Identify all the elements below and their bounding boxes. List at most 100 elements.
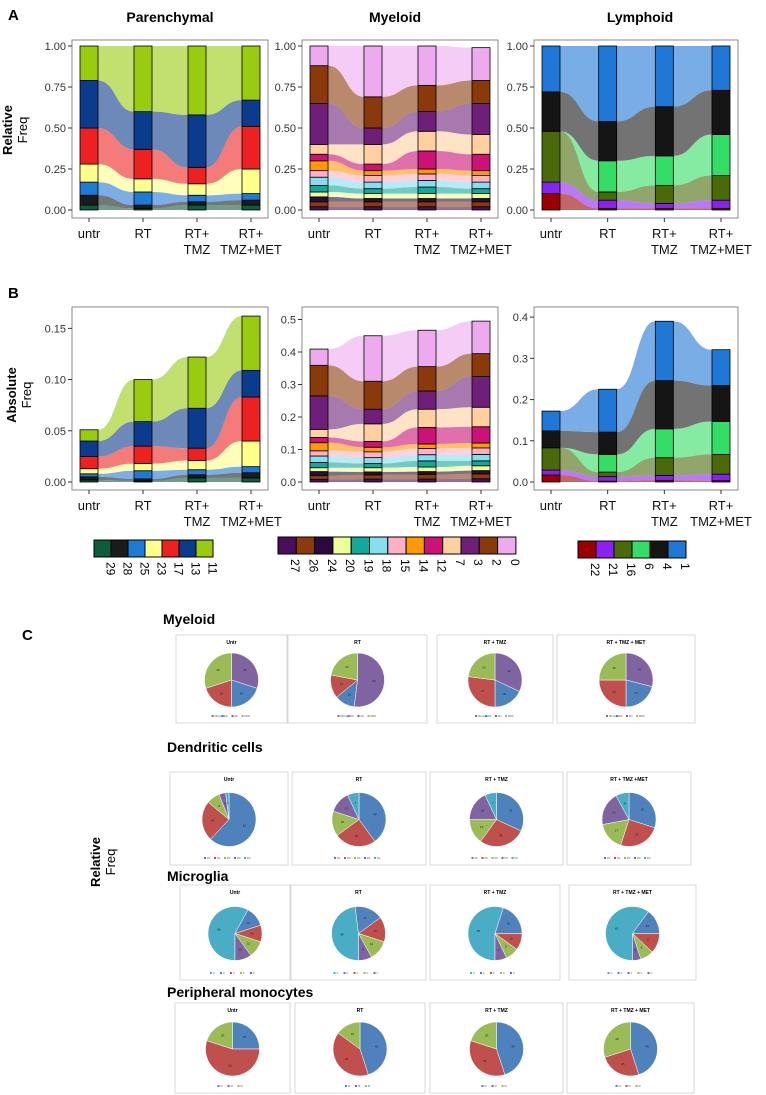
- legend-swatch-1: [667, 540, 687, 559]
- legend-label-wrap: 26: [306, 559, 320, 573]
- pie-legend-dot: [485, 715, 487, 717]
- pie-legend-dot: [604, 857, 606, 859]
- pie-slice-label: 13: [345, 806, 349, 810]
- pie-slice-label: 14: [340, 682, 344, 686]
- bar-segment-cluster-23: [187, 183, 207, 196]
- pie-legend-dot: [211, 715, 214, 717]
- bar-segment-cluster-11: [187, 45, 207, 116]
- legend-label-28: 28: [121, 562, 135, 576]
- bar-segment-cluster-13: [187, 114, 207, 168]
- y-tick-label: 0.4: [513, 312, 528, 324]
- area-band-cluster-14: [310, 442, 490, 452]
- bar-segment-cluster-29: [79, 204, 99, 211]
- legend-label-wrap: 25: [138, 562, 152, 576]
- bar-segment-cluster-27: [363, 478, 383, 483]
- pie-legend-dot: [480, 972, 482, 974]
- bar-segment-cluster-16: [598, 471, 618, 478]
- pie-legend-label: MDC: [639, 715, 645, 718]
- ylabel-absolute-bold: Absolute: [4, 367, 19, 423]
- area-band-cluster-3: [310, 103, 490, 145]
- bar-segment-cluster-19: [471, 460, 491, 467]
- legend-label-3: 3: [471, 559, 485, 566]
- bar-segment-cluster-1: [654, 320, 674, 381]
- pie-slice-label: 15: [351, 1032, 355, 1036]
- bar-segment-cluster-24: [417, 471, 437, 475]
- bar-segment-cluster-23: [187, 460, 207, 471]
- pie-title: Untr: [227, 1008, 237, 1014]
- bar-segment-cluster-14: [471, 170, 491, 176]
- pie-legend-dot: [644, 857, 646, 859]
- pie-legend-dot: [240, 972, 242, 974]
- pie-legend-dot: [357, 715, 360, 717]
- x-tick-label: RT+: [652, 498, 677, 513]
- pie-legend-label: DC: [367, 857, 371, 860]
- bar-segment-cluster-20: [309, 467, 329, 473]
- legend-label-wrap: 7: [453, 559, 467, 566]
- pie-slice-label: 7: [355, 801, 357, 805]
- area-band-cluster-27: [310, 478, 490, 482]
- pie-legend-label: DC: [475, 857, 479, 860]
- area-band-cluster-18: [310, 454, 490, 464]
- legend-swatch-15: [387, 536, 407, 555]
- x-tick-label: RT: [134, 226, 151, 241]
- pie-legend-label: M: [231, 1085, 233, 1088]
- pie-slice-label: 8: [641, 946, 643, 950]
- legend-label-17: 17: [172, 562, 186, 576]
- pie-legend-dot: [217, 1085, 220, 1087]
- y-tick-label: 0.75: [275, 82, 296, 94]
- x-tick-label: untr: [78, 498, 101, 513]
- pie-slice-label: 20: [485, 1033, 489, 1037]
- bar-segment-cluster-16: [654, 184, 674, 204]
- pie-slice-label: 45: [375, 1044, 379, 1048]
- bar-segment-cluster-6: [598, 453, 618, 473]
- pie-legend-label: M: [221, 1085, 223, 1088]
- bar-segment-cluster-27: [363, 206, 383, 211]
- pie-row-title: Peripheral monocytes: [167, 984, 313, 1000]
- bar-segment-cluster-1: [711, 349, 731, 386]
- x-tick-label: RT+: [185, 498, 210, 513]
- bar-segment-cluster-28: [241, 199, 261, 206]
- pie-legend-label: DC: [247, 857, 251, 860]
- y-tick-label: 1.00: [507, 41, 528, 53]
- legend-label-wrap: 28: [121, 562, 135, 576]
- pie-slice-label: 20: [507, 922, 511, 926]
- pie-slice: [494, 652, 523, 692]
- pie-legend-dot: [373, 972, 376, 974]
- bar-segment-cluster-12: [417, 150, 437, 170]
- bar-segment-cluster-15: [471, 447, 491, 455]
- pie-slice-label: 32: [509, 809, 513, 813]
- pie-slice-label: 25: [635, 832, 639, 836]
- bar-segment-cluster-27: [471, 478, 491, 483]
- pie-legend-label: M: [629, 1085, 631, 1088]
- pie-slice: [234, 932, 252, 961]
- pie-slice: [207, 906, 249, 961]
- pie-legend-label: C: [347, 972, 349, 975]
- pie-title: RT + TMZ: [485, 1008, 508, 1014]
- bar-segment-cluster-0: [363, 45, 383, 98]
- pie-legend-label: C: [233, 972, 235, 975]
- bar-segment-cluster-2: [471, 80, 491, 104]
- bar-segment-cluster-22: [541, 193, 561, 211]
- panel-label-B: B: [8, 285, 19, 302]
- title-lymphoid: Lymphoid: [607, 9, 673, 25]
- legend-label-wrap: 11: [206, 562, 220, 575]
- bar-segment-cluster-1: [598, 388, 618, 433]
- bar-segment-cluster-11: [133, 379, 153, 422]
- area-band-cluster-19: [310, 460, 490, 468]
- pie-slice-label: 15: [480, 825, 484, 829]
- pie-slice-label: 35: [483, 1059, 487, 1063]
- y-tick-label: 0.3: [513, 353, 528, 365]
- x-tick-label: TMZ: [651, 514, 678, 529]
- y-tick-label: 0.50: [45, 123, 66, 135]
- area-band-cluster-16: [542, 131, 730, 204]
- pie-title: RT: [357, 1008, 364, 1014]
- bar-segment-cluster-4: [654, 380, 674, 430]
- pie-title: RT: [354, 640, 361, 646]
- pie-title: Untr: [230, 890, 240, 896]
- x-tick-label: TMZ+MET: [220, 514, 282, 529]
- bar-segment-cluster-0: [417, 329, 437, 368]
- bar-segment-cluster-21: [711, 473, 731, 482]
- bar-segment-cluster-22: [541, 474, 561, 483]
- pie-slice-label: 22: [345, 665, 349, 669]
